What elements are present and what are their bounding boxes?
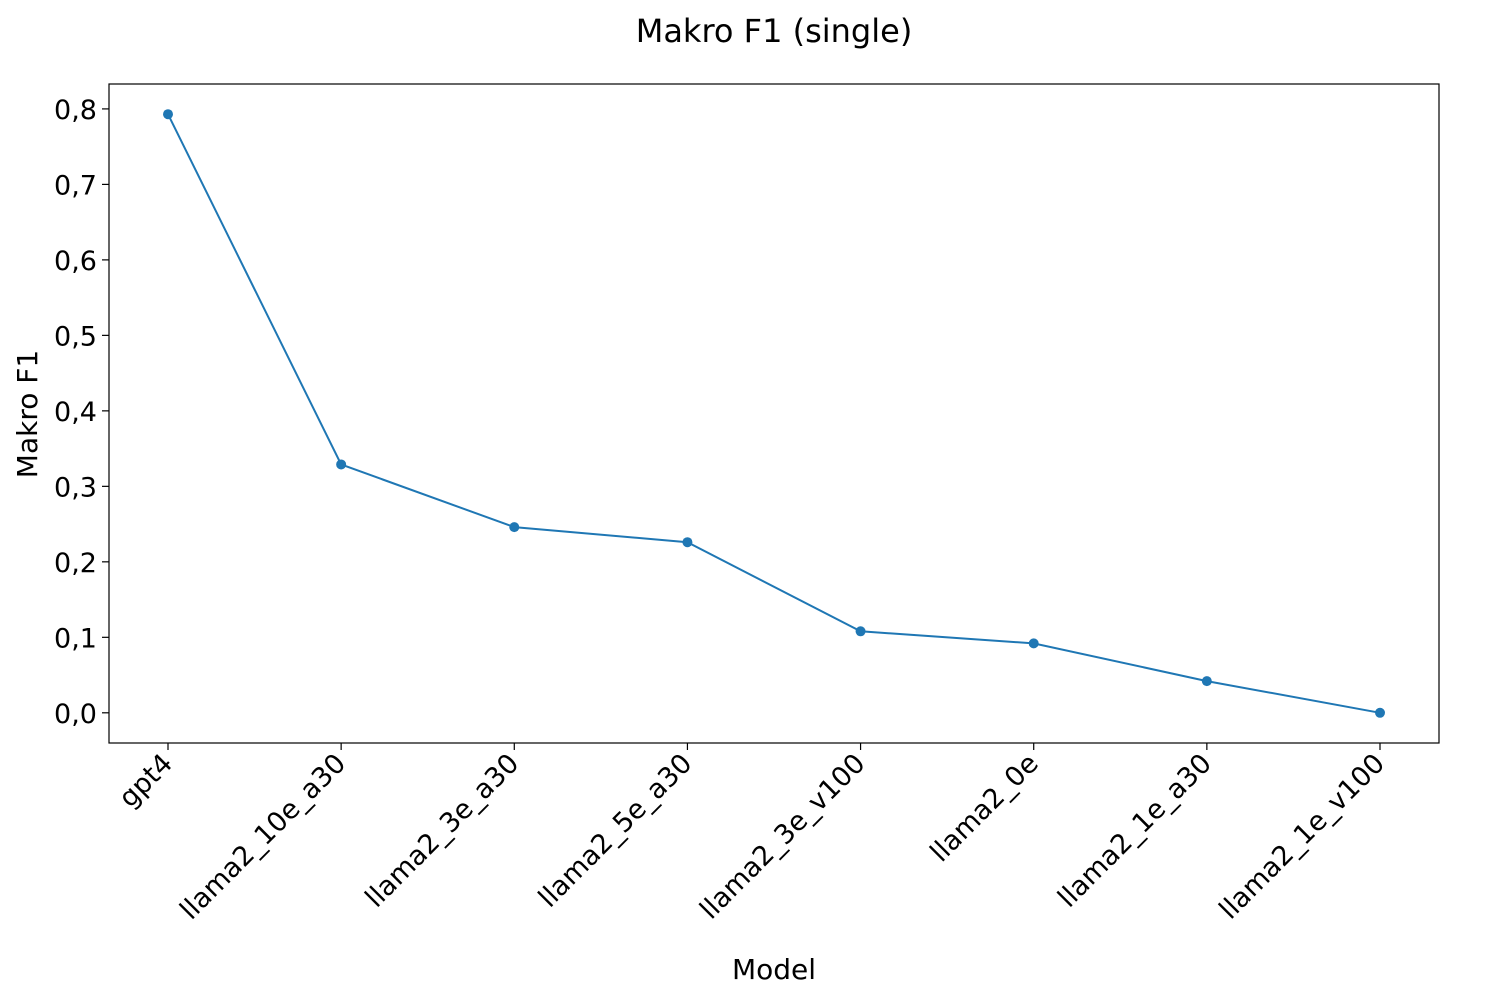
y-tick-label: 0,4 xyxy=(54,397,97,428)
plot-area: 0,0 0,1 0,2 0,3 0,4 0,5 0,6 0,7 0,8 gpt4llama2_10… xyxy=(54,83,1440,926)
data-point xyxy=(1201,676,1212,687)
x-tick-label: llama2_1e_v100 xyxy=(1214,748,1391,925)
y-tick-label: 0,2 xyxy=(54,548,97,579)
y-tick-label: 0,0 xyxy=(54,699,97,730)
y-tick-label: 0,8 xyxy=(54,95,97,126)
y-tick-label: 0,6 xyxy=(54,246,97,277)
data-point xyxy=(336,459,347,470)
y-tick-label: 0,5 xyxy=(54,321,97,352)
x-tick-label: llama2_3e_a30 xyxy=(360,748,526,914)
data-point xyxy=(682,537,693,548)
y-tick-label: 0,3 xyxy=(54,472,97,503)
data-point xyxy=(1375,707,1385,718)
chart-title: Makro F1 (single) xyxy=(636,12,913,50)
x-tick-label: llama2_0e xyxy=(925,748,1045,868)
y-tick-label: 0,7 xyxy=(54,170,97,201)
data-point xyxy=(855,626,866,637)
x-tick-label: llama2_10e_a30 xyxy=(174,748,352,926)
x-axis-label: Model xyxy=(732,953,816,986)
plot-frame xyxy=(108,83,1440,744)
series-line xyxy=(167,113,1381,714)
y-tick-label: 0,1 xyxy=(54,623,97,654)
x-tick-label: llama2_1e_a30 xyxy=(1052,748,1218,914)
data-point xyxy=(1028,638,1039,649)
x-tick-label: llama2_5e_a30 xyxy=(533,748,699,914)
x-tick-label: gpt4 xyxy=(113,748,179,814)
y-axis-label: Makro F1 xyxy=(11,350,44,478)
x-tick-label: llama2_3e_v100 xyxy=(694,748,871,925)
data-point xyxy=(509,522,520,533)
data-point xyxy=(163,109,173,120)
